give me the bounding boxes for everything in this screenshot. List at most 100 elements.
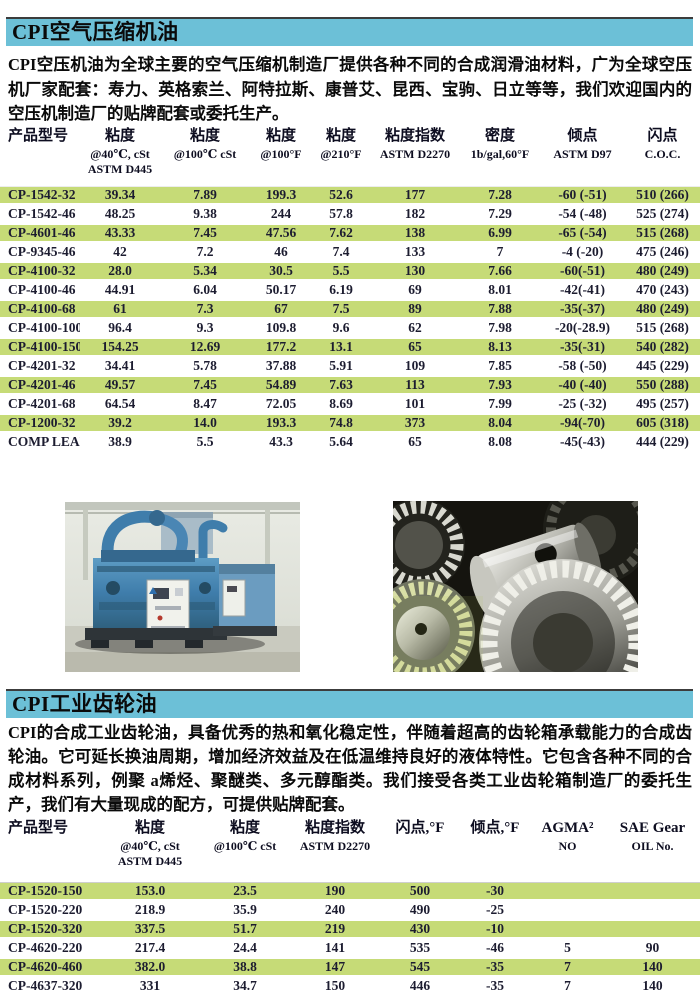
spec-value: 35.9 [200, 899, 290, 921]
column-header-line: @100℃ cSt [213, 839, 277, 853]
spec-value: -35(-31) [540, 336, 625, 358]
spec-value [530, 918, 605, 940]
gears-photo [393, 501, 638, 672]
spec-value: 150 [290, 975, 380, 997]
table-row: CP-4601-46 43.33 7.45 47.56 7.62 138 6.99 -65 (… [0, 222, 700, 244]
product-model: CP-4100-46 [0, 279, 80, 301]
spec-value: 550 (288) [625, 374, 700, 396]
product-model: CP-4100-68 [0, 298, 80, 320]
spec-value: 7.4 [312, 241, 370, 263]
spec-value: 182 [370, 203, 460, 225]
gear-oil-spec-table: 产品型号 粘度 @40℃, cSt ASTM D445 粘度 @100℃ cSt 粘度指数 A… [0, 816, 700, 997]
spec-value: 9.3 [160, 317, 250, 339]
spec-value: 545 [380, 956, 460, 978]
spec-value: 331 [100, 975, 200, 997]
table-header-row: 产品型号 粘度 @40℃, cSt ASTM D445 粘度 @100℃ cSt 粘度 @10… [0, 124, 700, 186]
spec-value: 5.91 [312, 355, 370, 377]
spec-value: 7.28 [460, 185, 540, 206]
spec-value: 495 (257) [625, 393, 700, 415]
column-header-line: @40℃, cSt [90, 147, 150, 161]
spec-value: 34.41 [80, 355, 160, 377]
table-row: CP-9345-46 42 7.2 46 7.4 133 7 -4 (-20) 475 (246… [0, 241, 700, 263]
spec-value: 133 [370, 241, 460, 263]
spec-value: 193.3 [250, 412, 312, 434]
spec-value: -42(-41) [540, 279, 625, 301]
column-header-line: 粘度指数 [384, 128, 445, 144]
spec-value: 177.2 [250, 336, 312, 358]
spec-value: 8.01 [460, 279, 540, 301]
table-row: CP-1520-320 337.5 51.7 219 430 -10 [0, 918, 700, 940]
spec-value: 54.89 [250, 374, 312, 396]
spec-value: 515 (268) [625, 317, 700, 339]
table-row: CP-4620-220 217.4 24.4 141 535 -46 5 90 [0, 937, 700, 959]
column-header: AGMA² NO [530, 816, 605, 882]
spec-value: 525 (274) [625, 203, 700, 225]
column-header: 产品型号 [0, 124, 80, 186]
product-model: CP-4100-32 [0, 260, 80, 282]
spec-value: 430 [380, 918, 460, 940]
column-header-line: 粘度 [265, 128, 296, 144]
spec-value: 5.34 [160, 260, 250, 282]
spec-value: 90 [605, 937, 700, 959]
spec-value: -60(-51) [540, 260, 625, 282]
section-banner-compressor-oil: CPI空气压缩机油 [6, 17, 693, 46]
spec-value: 47.56 [250, 222, 312, 244]
product-model: CP-1520-150 [0, 881, 100, 902]
column-header-line: 粘度 [104, 128, 135, 144]
spec-value: 240 [290, 899, 380, 921]
spec-value: 6.19 [312, 279, 370, 301]
spec-value: 154.25 [80, 336, 160, 358]
column-header: 粘度 @40℃, cSt ASTM D445 [80, 124, 160, 186]
spec-value: 8.13 [460, 336, 540, 358]
spec-value: 13.1 [312, 336, 370, 358]
spec-value: 51.7 [200, 918, 290, 940]
spec-value: 219 [290, 918, 380, 940]
spec-value: 500 [380, 881, 460, 902]
spec-value: 7.99 [460, 393, 540, 415]
spec-value: 5.64 [312, 431, 370, 453]
column-header-line: 倾点 [567, 128, 598, 144]
spec-value: 38.8 [200, 956, 290, 978]
spec-value: 7.85 [460, 355, 540, 377]
column-header-line: 闪点,°F [395, 820, 445, 836]
column-header-line: 粘度 [325, 128, 356, 144]
table-body: CP-1520-150 153.0 23.5 190 500 -30 CP-1520-220… [0, 881, 700, 997]
column-header-line: 密度 [484, 128, 515, 144]
table-row: CP-4100-32 28.0 5.34 30.5 5.5 130 7.66 -60(-51)… [0, 260, 700, 282]
spec-value: 140 [605, 975, 700, 997]
product-model: CP-4201-32 [0, 355, 80, 377]
column-header-line: C.O.C. [644, 147, 681, 161]
spec-value: 65 [370, 336, 460, 358]
spec-value: -25 [460, 899, 530, 921]
spec-value: 199.3 [250, 185, 312, 206]
spec-value: 61 [80, 298, 160, 320]
spec-value: 7.45 [160, 374, 250, 396]
product-model: CP-4620-220 [0, 937, 100, 959]
product-model: CP-1520-320 [0, 918, 100, 940]
spec-value: 43.3 [250, 431, 312, 453]
spec-value: 7 [530, 956, 605, 978]
spec-value: -4 (-20) [540, 241, 625, 263]
table-row: CP-1520-150 153.0 23.5 190 500 -30 [0, 881, 700, 902]
column-header: 粘度指数 ASTM D2270 [370, 124, 460, 186]
spec-value: 8.08 [460, 431, 540, 453]
spec-value: -35(-37) [540, 298, 625, 320]
table-row: CP-1542-46 48.25 9.38 244 57.8 182 7.29 -54 (-4… [0, 203, 700, 225]
product-model: CP-4601-46 [0, 222, 80, 244]
table-head: 产品型号 粘度 @40℃, cSt ASTM D445 粘度 @100℃ cSt 粘度 @10… [0, 124, 700, 186]
spec-value: 57.8 [312, 203, 370, 225]
spec-value: 7.93 [460, 374, 540, 396]
spec-value: 6.04 [160, 279, 250, 301]
spec-value: 12.69 [160, 336, 250, 358]
spec-value: 7.5 [312, 298, 370, 320]
section-title: CPI工业齿轮油 [12, 692, 158, 716]
spec-value: 7 [530, 975, 605, 997]
column-header-line: 倾点,°F [470, 820, 520, 836]
column-header-line: 闪点 [647, 128, 678, 144]
table-body: CP-1542-32 39.34 7.89 199.3 52.6 177 7.28 -60 (… [0, 185, 700, 453]
spec-value: -25 (-32) [540, 393, 625, 415]
column-header: 粘度 @100℃ cSt [160, 124, 250, 186]
spec-value: 64.54 [80, 393, 160, 415]
column-header: 倾点 ASTM D97 [540, 124, 625, 186]
